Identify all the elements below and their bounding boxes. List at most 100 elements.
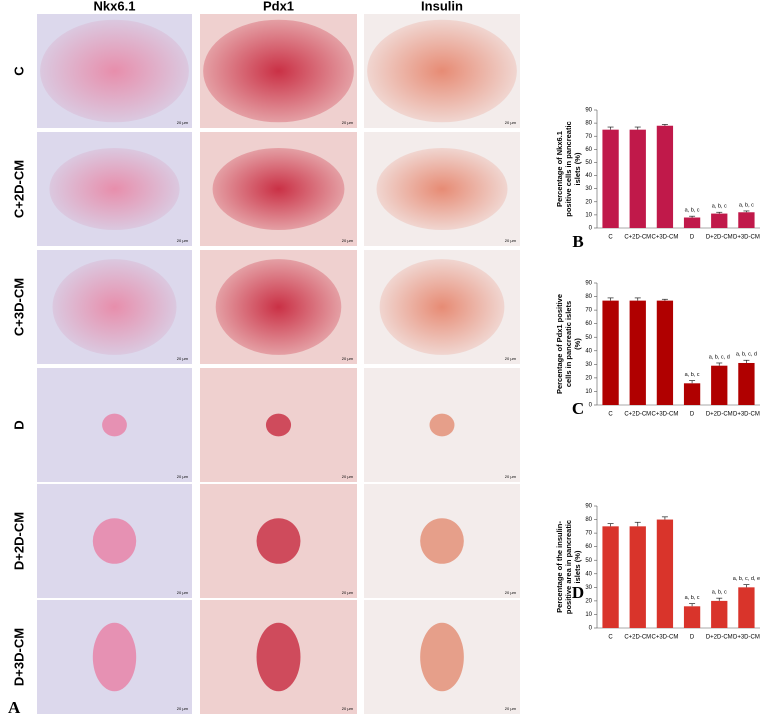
scale-bar-label: 20 µm (505, 706, 517, 711)
significance-label: a, b, c (739, 202, 754, 208)
y-axis-label: (%) (573, 338, 582, 350)
scale-bar-label: 20 µm (342, 238, 354, 243)
bar (602, 300, 619, 405)
y-tick-label: 30 (585, 585, 592, 591)
scale-bar-label: 20 µm (177, 120, 189, 125)
x-tick-label: C+3D-CM (651, 635, 678, 641)
y-tick-label: 0 (589, 626, 593, 632)
column-header: Insulin (421, 0, 463, 13)
y-tick-label: 50 (585, 160, 592, 166)
islet (102, 413, 127, 437)
bar (656, 125, 674, 228)
bar (738, 362, 755, 405)
y-tick-label: 60 (585, 544, 592, 550)
column-header: Nkx6.1 (94, 0, 136, 13)
scale-bar-label: 20 µm (177, 706, 189, 711)
islet (367, 19, 517, 123)
islet (429, 413, 455, 437)
y-tick-label: 10 (585, 389, 592, 395)
scale-bar-label: 20 µm (177, 590, 189, 595)
x-tick-label: D+3D-CM (733, 412, 760, 418)
islet (256, 518, 301, 564)
x-tick-label: C (608, 235, 613, 241)
x-tick-label: C+2D-CM (624, 635, 651, 641)
islet (40, 19, 189, 123)
islet (215, 259, 342, 355)
islet (420, 622, 464, 692)
bar (602, 129, 619, 228)
y-tick-label: 10 (585, 212, 592, 218)
x-tick-label: C+2D-CM (624, 412, 651, 418)
islet (92, 518, 137, 564)
y-tick-label: 30 (585, 186, 592, 192)
scale-bar-label: 20 µm (177, 356, 189, 361)
bar (629, 300, 646, 405)
x-tick-label: D+2D-CM (706, 635, 733, 641)
bar (683, 383, 701, 405)
y-tick-label: 20 (585, 598, 592, 604)
x-tick-label: D (690, 635, 695, 641)
y-tick-label: 80 (585, 121, 592, 127)
panel-letter: D (572, 583, 584, 602)
row-label: C (11, 66, 26, 76)
bar (738, 212, 755, 228)
significance-label: a, b, c (712, 204, 727, 210)
row-label: D+3D-CM (11, 628, 26, 686)
islet (265, 413, 292, 437)
significance-label: a, b, c, d (709, 354, 730, 360)
significance-label: a, b, c, d (736, 352, 757, 358)
x-tick-label: D+2D-CM (706, 412, 733, 418)
scale-bar-label: 20 µm (505, 474, 517, 479)
islet (376, 147, 508, 231)
scale-bar-label: 20 µm (177, 474, 189, 479)
y-tick-label: 0 (589, 226, 593, 232)
bar (683, 217, 701, 228)
y-tick-label: 60 (585, 147, 592, 153)
bar (656, 519, 674, 628)
y-tick-label: 90 (585, 108, 592, 114)
islet (92, 622, 137, 692)
scale-bar-label: 20 µm (505, 356, 517, 361)
islet (49, 147, 180, 231)
scale-bar-label: 20 µm (505, 120, 517, 125)
row-label: C+2D-CM (11, 160, 26, 218)
x-tick-label: C (608, 412, 613, 418)
x-tick-label: C (608, 635, 613, 641)
y-tick-label: 40 (585, 571, 592, 577)
x-tick-label: D (690, 235, 695, 241)
y-tick-label: 50 (585, 558, 592, 564)
y-tick-label: 80 (585, 517, 592, 523)
y-tick-label: 0 (589, 403, 593, 409)
y-tick-label: 40 (585, 173, 592, 179)
islet (379, 259, 505, 355)
significance-label: a, b, c (685, 595, 700, 601)
y-tick-label: 10 (585, 612, 592, 618)
y-axis-label: Percentage of Pdx1 positive (555, 294, 564, 394)
bar (683, 606, 701, 628)
y-axis-label: cells in pancreatic islets (564, 301, 573, 387)
y-tick-label: 40 (585, 348, 592, 354)
bar (629, 129, 646, 228)
x-tick-label: D+2D-CM (706, 235, 733, 241)
y-tick-label: 90 (585, 504, 592, 510)
x-tick-label: C+2D-CM (624, 235, 651, 241)
y-axis-label: islets (%) (573, 152, 582, 185)
scale-bar-label: 20 µm (342, 356, 354, 361)
bar (656, 300, 674, 405)
panel-letter: C (572, 399, 584, 418)
bar (602, 526, 619, 628)
scale-bar-label: 20 µm (342, 590, 354, 595)
y-tick-label: 90 (585, 281, 592, 287)
column-header: Pdx1 (263, 0, 294, 13)
y-tick-label: 20 (585, 375, 592, 381)
x-tick-label: C+3D-CM (651, 412, 678, 418)
y-tick-label: 60 (585, 321, 592, 327)
y-tick-label: 70 (585, 134, 592, 140)
y-axis-label: islets (%) (573, 550, 582, 583)
bar (629, 526, 646, 628)
y-tick-label: 70 (585, 531, 592, 537)
y-tick-label: 30 (585, 362, 592, 368)
islet (420, 518, 464, 564)
y-tick-label: 20 (585, 199, 592, 205)
